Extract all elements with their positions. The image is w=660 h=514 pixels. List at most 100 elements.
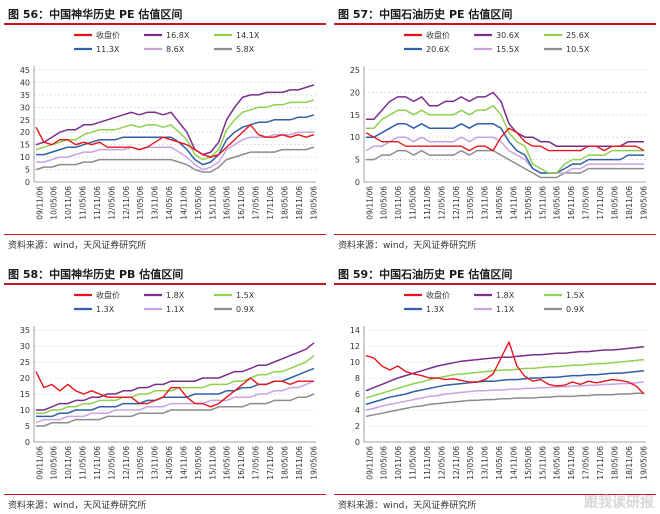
series-line [365, 392, 644, 418]
x-tick-label: 12/11/06 [122, 446, 131, 480]
series-line [365, 136, 644, 174]
y-tick-label: 2 [355, 422, 360, 431]
x-tick-label: 14/11/06 [509, 446, 518, 480]
y-tick-label: 14 [350, 326, 360, 335]
x-tick-label: 11/05/06 [409, 446, 418, 480]
legend-label: 15.5X [496, 45, 520, 54]
series-line [366, 149, 644, 179]
x-tick-label: 13/11/06 [481, 446, 490, 480]
legend-label: 1.8X [496, 291, 515, 300]
x-tick-label: 13/11/06 [151, 186, 160, 220]
series-line [35, 84, 315, 156]
x-tick-label: 14/11/06 [179, 446, 188, 480]
x-tick-label: 17/11/06 [596, 446, 605, 480]
y-tick-label: 25 [350, 66, 360, 75]
x-tick-label: 12/11/06 [452, 446, 461, 480]
y-tick-label: 25 [20, 358, 30, 367]
x-tick-label: 18/11/06 [295, 446, 304, 480]
x-tick-label: 12/05/06 [437, 446, 446, 480]
title-divider [334, 283, 656, 285]
y-tick-label: 30 [20, 103, 30, 112]
x-tick-label: 14/11/06 [509, 186, 518, 220]
x-tick-label: 10/11/06 [64, 446, 73, 480]
x-tick-label: 15/05/06 [194, 446, 203, 480]
series-line [36, 114, 315, 166]
legend-label: 1.3X [426, 305, 445, 314]
x-tick-label: 14/05/06 [165, 446, 174, 480]
x-tick-label: 09/11/06 [365, 446, 374, 480]
x-tick-label: 10/05/06 [50, 186, 59, 220]
y-tick-label: 35 [20, 326, 30, 335]
x-tick-label: 18/11/06 [625, 446, 634, 480]
source-divider [4, 494, 326, 495]
x-tick-label: 16/05/06 [553, 446, 562, 480]
series-line [365, 370, 645, 406]
chart-source: 资料来源：wind，天风证券研究所 [338, 501, 477, 511]
series-line [365, 341, 645, 395]
x-tick-label: 17/11/06 [266, 186, 275, 220]
y-tick-label: 0 [25, 178, 30, 187]
x-tick-label: 16/11/06 [567, 186, 576, 220]
x-tick-label: 15/11/06 [208, 186, 217, 220]
series-line [366, 105, 644, 174]
y-tick-label: 0 [355, 178, 360, 187]
x-tick-label: 10/05/06 [380, 446, 389, 480]
x-tick-label: 11/11/06 [93, 186, 102, 220]
source-divider [334, 234, 656, 235]
x-tick-label: 13/05/06 [136, 446, 145, 480]
x-tick-label: 13/11/06 [481, 186, 490, 220]
x-tick-label: 12/05/06 [107, 186, 116, 220]
x-tick-label: 11/05/06 [79, 186, 88, 220]
x-tick-label: 12/11/06 [122, 186, 131, 220]
series-line [35, 371, 314, 408]
chart-title: 图 56：中国神华历史 PE 估值区间 [8, 8, 183, 21]
x-tick-label: 16/05/06 [223, 446, 232, 480]
legend-label: 收盘价 [96, 290, 120, 300]
x-tick-label: 15/11/06 [538, 446, 547, 480]
x-tick-label: 14/05/06 [165, 186, 174, 220]
x-tick-label: 09/11/06 [35, 446, 44, 480]
legend-label: 1.1X [166, 305, 185, 314]
y-tick-label: 10 [350, 133, 360, 142]
legend-label: 5.8X [236, 45, 255, 54]
series-line [35, 380, 315, 424]
y-tick-label: 15 [20, 141, 30, 150]
y-tick-label: 12 [350, 342, 360, 351]
y-tick-label: 45 [20, 66, 30, 75]
chart-title: 图 57：中国石油历史 PE 估值区间 [338, 8, 513, 21]
y-tick-label: 0 [25, 438, 30, 447]
chart-panel-shenhua-pb: 图 58：中国神华历史 PB 估值区间 0 5 10 15 20 25 30 35 09/11/… [4, 264, 326, 514]
y-tick-label: 10 [350, 358, 360, 367]
legend-label: 8.6X [166, 45, 185, 54]
y-tick-label: 35 [20, 91, 30, 100]
chart-panel-petrochina-pe: 图 57：中国石油历史 PE 估值区间 0 5 10 15 20 25 09/11/06 10… [334, 4, 656, 254]
x-tick-label: 18/05/06 [280, 186, 289, 220]
legend-label: 1.1X [496, 305, 515, 314]
series-line [36, 342, 315, 411]
x-tick-label: 17/05/06 [252, 446, 261, 480]
legend-label: 0.9X [236, 305, 255, 314]
legend-label: 收盘价 [96, 30, 120, 40]
series-line [36, 393, 315, 427]
y-tick-label: 10 [20, 406, 30, 415]
y-tick-label: 0 [355, 438, 360, 447]
x-tick-label: 15/05/06 [524, 186, 533, 220]
x-tick-label: 18/11/06 [295, 186, 304, 220]
y-tick-label: 20 [350, 88, 360, 97]
x-tick-label: 16/11/06 [567, 446, 576, 480]
x-tick-label: 11/11/06 [423, 186, 432, 220]
x-tick-label: 12/05/06 [437, 186, 446, 220]
y-tick-label: 4 [355, 406, 360, 415]
x-tick-label: 18/05/06 [280, 446, 289, 480]
series-line [365, 358, 645, 399]
x-tick-label: 11/05/06 [79, 446, 88, 480]
x-tick-label: 15/05/06 [194, 186, 203, 220]
line-chart: 0 2 4 6 8 10 12 14 09/11/06 10/05/06 10/11/06 11/05… [350, 290, 648, 480]
x-tick-label: 10/05/06 [50, 446, 59, 480]
series-line [35, 99, 315, 161]
y-tick-label: 20 [20, 374, 30, 383]
x-tick-label: 09/11/06 [35, 186, 44, 220]
x-tick-label: 11/05/06 [409, 186, 418, 220]
legend-label: 25.6X [566, 31, 590, 40]
chart-title: 图 59：中国石油历史 PE 估值区间 [338, 268, 513, 281]
